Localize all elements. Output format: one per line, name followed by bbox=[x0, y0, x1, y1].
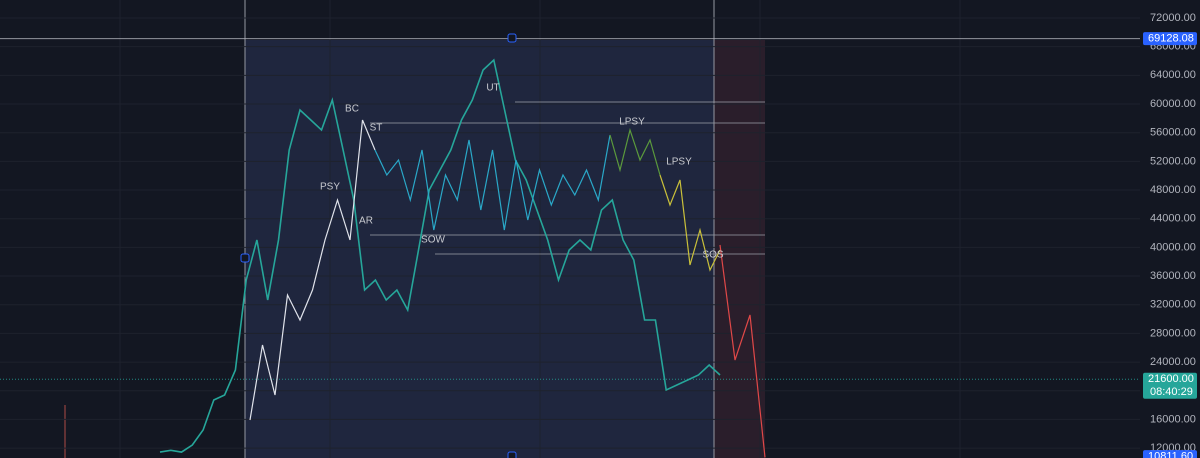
price-tag bbox=[1143, 372, 1197, 399]
grid bbox=[0, 0, 1140, 458]
y-tick-label: 60000.00 bbox=[1150, 98, 1196, 110]
annotation: LPSY bbox=[666, 157, 692, 168]
y-tick-label: 24000.00 bbox=[1150, 356, 1196, 368]
future-range bbox=[714, 40, 765, 458]
annotation: SOS bbox=[702, 250, 723, 261]
y-tick-label: 52000.00 bbox=[1150, 155, 1196, 167]
projection-line bbox=[659, 174, 721, 272]
annotation: ST bbox=[370, 123, 383, 134]
annotation: BC bbox=[345, 104, 359, 115]
price-tag-label: 21600.00 bbox=[1148, 373, 1194, 385]
selection-range bbox=[245, 40, 714, 458]
price-line bbox=[159, 58, 721, 453]
y-tick-label: 40000.00 bbox=[1150, 241, 1196, 253]
handle[interactable] bbox=[240, 253, 250, 263]
handle[interactable] bbox=[507, 451, 517, 458]
y-tick-label: 56000.00 bbox=[1150, 127, 1196, 139]
annotation: SOW bbox=[421, 235, 445, 246]
annotation: PSY bbox=[320, 182, 340, 193]
annotation: LPSY bbox=[619, 117, 645, 128]
y-tick-label: 48000.00 bbox=[1150, 184, 1196, 196]
marks: PSY BC ST AR UT SOW LPSY LPSY SOS bbox=[0, 38, 1140, 458]
annotation: UT bbox=[486, 83, 499, 94]
y-tick-label: 64000.00 bbox=[1150, 69, 1196, 81]
y-tick-label: 44000.00 bbox=[1150, 213, 1196, 225]
handle[interactable] bbox=[507, 33, 517, 43]
annotation: AR bbox=[359, 216, 373, 227]
projection-line bbox=[374, 134, 611, 231]
price-tag-time: 08:40:29 bbox=[1150, 386, 1193, 398]
projection-line bbox=[609, 127, 661, 176]
projection-line bbox=[249, 119, 376, 421]
projection-line bbox=[719, 244, 766, 458]
price-tag-label: 10811.60 bbox=[1148, 451, 1193, 458]
y-tick-label: 16000.00 bbox=[1150, 413, 1196, 425]
price-axis: 12000.0016000.0020000.0024000.0028000.00… bbox=[1140, 0, 1200, 458]
y-tick-label: 28000.00 bbox=[1150, 327, 1196, 339]
price-tag bbox=[1143, 32, 1197, 46]
y-tick-label: 32000.00 bbox=[1150, 299, 1196, 311]
y-tick-label: 72000.00 bbox=[1150, 12, 1196, 24]
y-tick-label: 36000.00 bbox=[1150, 270, 1196, 282]
price-tag bbox=[1143, 450, 1197, 458]
price-tag-label: 69128.08 bbox=[1148, 32, 1194, 44]
